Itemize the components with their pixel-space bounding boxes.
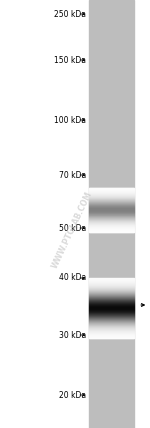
Bar [89, 321, 134, 322]
Bar [89, 313, 134, 314]
Bar [89, 333, 134, 334]
Bar [89, 291, 134, 292]
Text: 30 kDa: 30 kDa [59, 330, 86, 339]
Bar [89, 302, 134, 303]
Bar [89, 300, 134, 301]
Bar [89, 334, 134, 335]
Bar [89, 305, 134, 306]
Text: 50 kDa: 50 kDa [59, 223, 86, 232]
Bar [89, 301, 134, 302]
Bar [89, 0, 134, 428]
Text: 250 kDa: 250 kDa [54, 9, 86, 18]
Text: 40 kDa: 40 kDa [59, 273, 86, 282]
Bar [89, 318, 134, 319]
Bar [89, 306, 134, 307]
Bar [89, 303, 134, 304]
Bar [89, 283, 134, 284]
Bar [89, 296, 134, 297]
Bar [89, 294, 134, 295]
Bar [89, 288, 134, 289]
Bar [89, 332, 134, 333]
Bar [89, 327, 134, 328]
Bar [89, 299, 134, 300]
Bar [89, 292, 134, 293]
Bar [89, 328, 134, 329]
Bar [89, 311, 134, 312]
Bar [89, 289, 134, 290]
Bar [89, 304, 134, 305]
Bar [89, 295, 134, 296]
Bar [89, 317, 134, 318]
Bar [89, 297, 134, 298]
Bar [89, 315, 134, 316]
Text: WWW.PTGLAB.COM: WWW.PTGLAB.COM [50, 190, 94, 270]
Bar [89, 324, 134, 325]
Bar [89, 319, 134, 320]
Bar [89, 323, 134, 324]
Bar [89, 308, 134, 309]
Bar [89, 331, 134, 332]
Text: 100 kDa: 100 kDa [54, 116, 86, 125]
Bar [89, 286, 134, 287]
Bar [89, 284, 134, 285]
Bar [89, 316, 134, 317]
Bar [89, 330, 134, 331]
Bar [89, 337, 134, 338]
Bar [89, 325, 134, 326]
Bar [89, 312, 134, 313]
Bar [89, 280, 134, 281]
Bar [89, 281, 134, 282]
Bar [89, 322, 134, 323]
Text: 20 kDa: 20 kDa [59, 390, 86, 399]
Bar [89, 335, 134, 336]
Text: 150 kDa: 150 kDa [54, 56, 86, 65]
Bar [89, 298, 134, 299]
Bar [89, 329, 134, 330]
Bar [89, 282, 134, 283]
Bar [89, 309, 134, 310]
Bar [89, 287, 134, 288]
Bar [89, 310, 134, 311]
Bar [89, 285, 134, 286]
Bar [89, 314, 134, 315]
Bar [89, 320, 134, 321]
Bar [89, 307, 134, 308]
Bar [89, 278, 134, 279]
Bar [89, 336, 134, 337]
Bar [89, 293, 134, 294]
Bar [89, 326, 134, 327]
Bar [89, 290, 134, 291]
Bar [89, 279, 134, 280]
Text: 70 kDa: 70 kDa [59, 170, 86, 179]
